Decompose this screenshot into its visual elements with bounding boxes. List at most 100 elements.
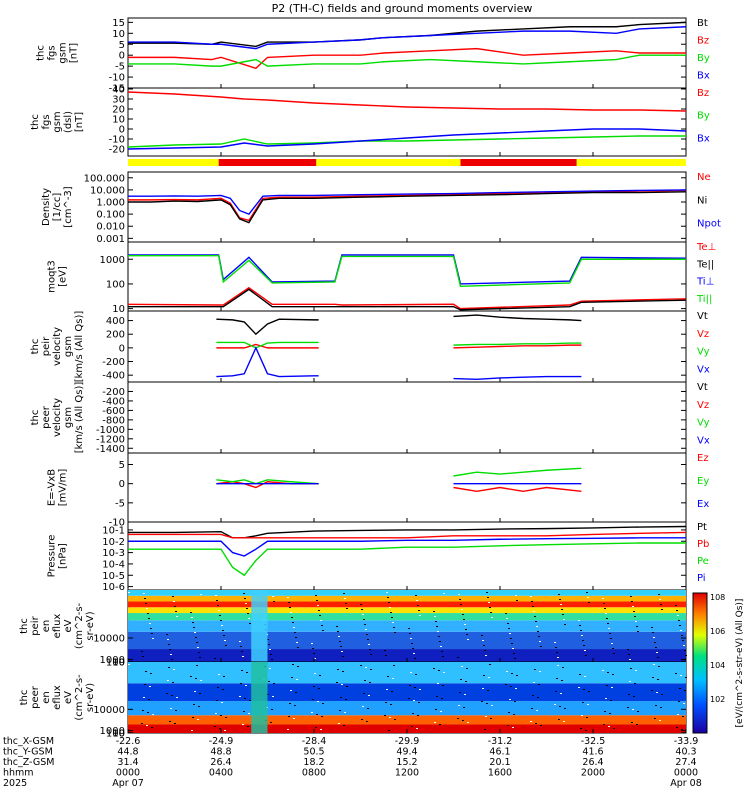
spectrogram-speckle	[270, 722, 272, 723]
spectrogram-speckle	[512, 648, 514, 649]
spectrogram-speckle	[149, 623, 151, 624]
series-line-Vz-b	[453, 344, 582, 349]
spectrogram-speckle	[249, 623, 251, 624]
footer-value: 31.4	[117, 757, 138, 768]
y-axis-label: [nT]	[69, 43, 80, 63]
spectrogram-speckle	[408, 628, 410, 629]
spectrogram-speckle	[579, 625, 581, 626]
spectrogram-speckle	[434, 616, 436, 617]
legend-Vz: Vz	[697, 400, 709, 411]
spectrogram-speckle	[488, 602, 490, 603]
legend-Vt: Vt	[697, 382, 708, 393]
spectrogram-speckle	[318, 610, 320, 611]
y-tick-label: 40	[112, 85, 125, 96]
series-line-Bz	[128, 47, 686, 70]
spectrogram-speckle	[484, 650, 486, 651]
legend-Bx: Bx	[697, 71, 710, 82]
y-axis-label: eV	[63, 691, 74, 704]
spectrogram-speckle	[508, 628, 510, 629]
spectrogram-speckle	[225, 717, 227, 718]
panel-frame	[127, 17, 687, 89]
panel-frame	[127, 381, 687, 454]
spectrogram-speckle	[345, 603, 347, 604]
spectrogram-speckle	[538, 684, 540, 685]
y-tick-label: 0.001	[96, 234, 125, 245]
spectrogram-speckle	[393, 665, 395, 666]
spectrogram-speckle	[315, 727, 317, 728]
spectrogram-speckle	[485, 655, 487, 656]
spectrogram-speckle	[675, 605, 677, 606]
spectrogram-speckle	[320, 729, 322, 730]
spectrogram-speckle	[241, 670, 243, 671]
spectrogram-speckle	[608, 628, 610, 629]
spectrogram-speckle	[390, 704, 392, 705]
spectrogram-speckle	[216, 700, 218, 701]
spectrogram-speckle	[144, 598, 146, 599]
y-tick-label: -1400	[96, 444, 125, 455]
spectrogram-speckle	[586, 717, 588, 718]
series-line-Te||	[128, 288, 687, 311]
footer-value: 50.5	[303, 747, 324, 758]
spectrogram-speckle	[273, 683, 275, 684]
footer-value: 15.2	[396, 757, 417, 768]
spectrogram-speckle	[336, 682, 338, 683]
spectrogram-speckle	[216, 600, 218, 601]
spectrogram-speckle	[535, 723, 537, 724]
series-line-Vz	[216, 343, 319, 349]
spectrogram-speckle	[561, 680, 563, 681]
spectrogram-speckle	[293, 718, 295, 719]
spectrogram-speckle	[410, 638, 412, 639]
spectrogram-speckle	[612, 648, 614, 649]
spectrogram-speckle	[346, 686, 348, 687]
spectrogram-speckle	[142, 656, 144, 657]
spectrogram-speckle	[143, 593, 145, 594]
y-tick-label: 10	[112, 304, 125, 315]
spectrogram-speckle	[409, 685, 411, 686]
spectrogram	[128, 662, 687, 733]
spectrogram-speckle	[484, 729, 486, 730]
status-bar-segment	[218, 159, 317, 166]
spectrogram-speckle	[507, 725, 509, 726]
spectrogram-speckle	[654, 718, 656, 719]
spectrogram-speckle	[339, 641, 341, 642]
spectrogram-speckle	[611, 687, 613, 688]
spectrogram-speckle	[675, 673, 677, 674]
colorbar-tick: 102	[710, 695, 725, 704]
spectrogram-speckle	[634, 616, 636, 617]
spectrogram-speckle	[630, 596, 632, 597]
y-tick-label: 10	[112, 657, 125, 668]
spectrogram-speckle	[679, 625, 681, 626]
spectrogram-speckle	[391, 617, 393, 618]
spectrogram-speckle	[661, 609, 663, 610]
footer-value: 18.2	[303, 757, 324, 768]
spectrogram-speckle	[660, 604, 662, 605]
spectrogram-speckle	[311, 643, 313, 644]
y-axis-label: gsm	[63, 407, 74, 428]
spectrogram-speckle	[558, 594, 560, 595]
spectrogram-speckle	[463, 707, 465, 708]
spectrogram-speckle	[246, 608, 248, 609]
spectrogram-speckle	[362, 706, 364, 707]
spectrogram-speckle	[580, 630, 582, 631]
legend-Vz: Vz	[697, 329, 709, 340]
panel-6: -200-400-600-800-1000-1200-1400 thc peer ve…	[30, 381, 710, 455]
series-line-Pe	[128, 542, 686, 577]
spectrogram-speckle	[339, 710, 341, 711]
footer-value: 0400	[209, 768, 233, 779]
footer-value: 0000	[674, 768, 698, 779]
spectrogram-speckle	[391, 691, 393, 692]
footer-value: Apr 08	[670, 778, 702, 789]
spectrogram-band	[128, 631, 686, 650]
spectrogram-speckle	[533, 611, 535, 612]
spectrogram-speckle	[537, 631, 539, 632]
spectrogram-speckle	[344, 712, 346, 713]
spectrogram-speckle	[363, 693, 365, 694]
spectrogram-speckle	[505, 613, 507, 614]
spectrogram-speckle	[146, 725, 148, 726]
y-tick-label: -1000	[96, 425, 125, 436]
spectrogram-band	[128, 683, 686, 702]
y-axis-label: thc	[30, 114, 41, 130]
spectrogram-speckle	[214, 726, 216, 727]
footer-ephemeris: thc_X-GSM -22.6 -24.9 -28.4 -29.9 -31.2 -32.5 -…	[3, 736, 702, 789]
